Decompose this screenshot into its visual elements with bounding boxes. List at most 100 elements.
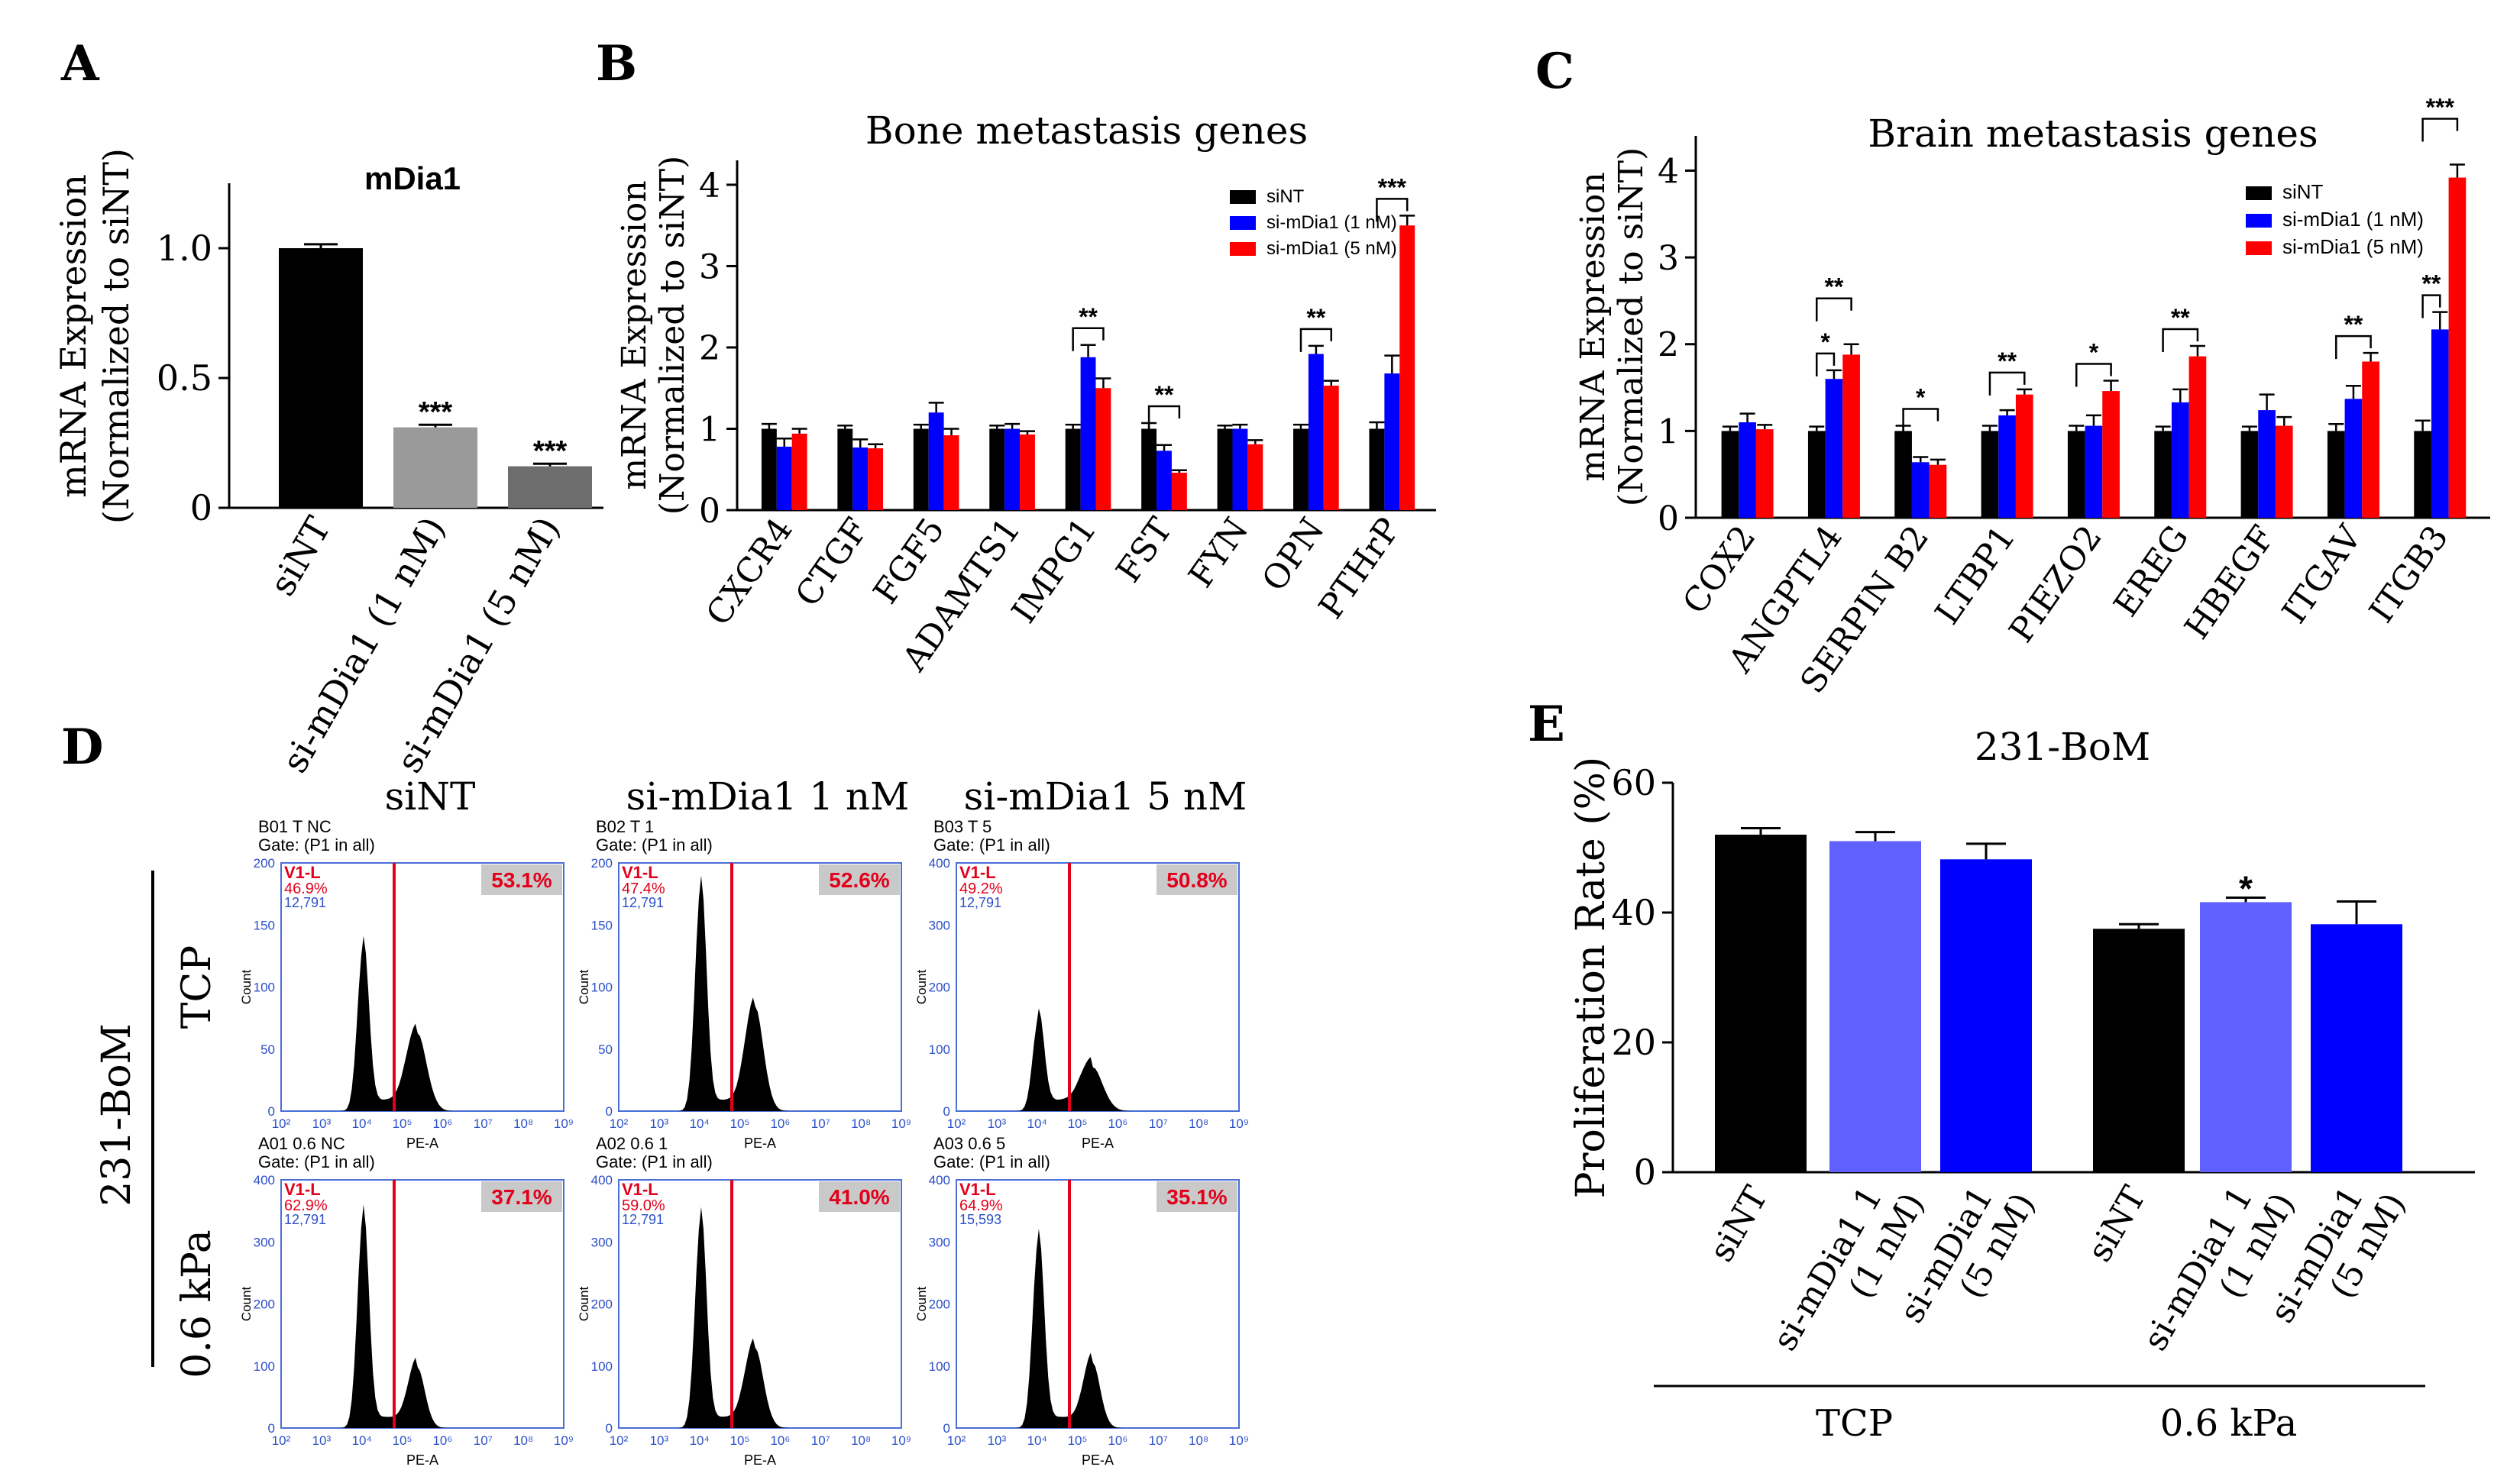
sample-name: A02 0.6 1 <box>596 1134 668 1153</box>
significance-bracket <box>2075 363 2112 387</box>
bar <box>989 428 1005 510</box>
legend-label: si-mDia1 (1 nM) <box>1266 212 1397 233</box>
legend-swatch <box>2246 214 2272 228</box>
y-tick-label: 20 <box>1611 1022 1656 1063</box>
y-tick-label: 200 <box>929 1297 950 1312</box>
x-tick-label: 10⁸ <box>851 1433 871 1448</box>
x-tick-label: ITGAV <box>2275 518 2370 631</box>
panel-b-chart: 0 1 2 3 4 Bone metastasis genes mRNA Expressio… <box>615 108 1436 679</box>
histogram <box>956 1008 1239 1111</box>
significance-bracket <box>1147 405 1181 430</box>
legend-swatch <box>1230 190 1256 204</box>
panel-a-chart: 0 0.5 1.0 mDia1 mRNA Expression (Normalized t… <box>53 148 603 780</box>
bar <box>1998 415 2016 518</box>
x-tick-label: 10² <box>610 1116 629 1131</box>
x-tick-label: 10⁶ <box>432 1433 452 1448</box>
legend-label: si-mDia1 (5 nM) <box>2282 235 2424 258</box>
x-tick-label: 10⁷ <box>1149 1433 1168 1448</box>
x-tick-label: 10³ <box>988 1433 1007 1448</box>
y-tick-label: 100 <box>929 1042 950 1057</box>
y-tick-label: 300 <box>591 1235 613 1249</box>
bar <box>1020 434 1035 510</box>
row-label: 0.6 kPa <box>174 1229 220 1378</box>
bar <box>2275 425 2293 518</box>
x-tick-label: 10³ <box>650 1433 669 1448</box>
x-tick-label: 10⁶ <box>770 1433 790 1448</box>
x-tick-label: EREG <box>2106 519 2196 624</box>
x-tick-label: siNT <box>2080 1180 2153 1268</box>
gate-text: Gate: (P1 in all) <box>933 835 1050 855</box>
bar <box>913 428 929 510</box>
y-tick-label: 400 <box>929 856 950 871</box>
bar <box>1825 379 1843 518</box>
y-tick-label: 400 <box>591 1173 613 1187</box>
y-axis-label: mRNA Expression <box>615 180 654 489</box>
legend-label: si-mDia1 (1 nM) <box>2282 208 2424 231</box>
x-tick-label: 10⁵ <box>1068 1433 1088 1448</box>
x-tick-label: 10⁵ <box>393 1433 412 1448</box>
bar <box>928 412 944 510</box>
y-tick-label: 1 <box>699 410 720 449</box>
left-percent: 47.4% <box>622 880 665 897</box>
bar-0 <box>1715 835 1807 1172</box>
legend-swatch <box>2246 241 2272 255</box>
bar <box>1911 462 1930 518</box>
y-tick-label: 0 <box>606 1421 613 1436</box>
significance-mark: ** <box>1079 303 1098 331</box>
right-percent: 41.0% <box>829 1185 889 1209</box>
y-tick-label: 400 <box>929 1173 950 1187</box>
y-tick-label: 2 <box>699 329 720 368</box>
right-percent-box <box>819 1181 900 1212</box>
bar <box>1842 354 1860 518</box>
x-tick-label: 10⁸ <box>513 1116 533 1131</box>
right-percent: 52.6% <box>829 868 889 892</box>
x-tick-label: 10⁴ <box>1027 1116 1047 1131</box>
x-axis-label: PE-A <box>1082 1452 1114 1468</box>
x-tick-label: OPN <box>1254 511 1332 599</box>
y-tick-label: 3 <box>699 247 720 286</box>
x-tick-label: 10⁵ <box>393 1116 412 1131</box>
y-tick-label: 0 <box>268 1421 275 1436</box>
y-tick-label: 1 <box>1658 412 1679 451</box>
y-tick-label: 0 <box>190 487 212 528</box>
y-tick-label: 300 <box>929 1235 950 1249</box>
gate-text: Gate: (P1 in all) <box>258 835 375 855</box>
event-count: 12,791 <box>284 1212 326 1227</box>
legend-swatch <box>1230 242 1256 256</box>
x-tick-label: 10³ <box>312 1433 332 1448</box>
chart-title: Bone metastasis genes <box>865 108 1308 153</box>
left-percent: 46.9% <box>284 880 328 897</box>
bar <box>791 433 807 510</box>
right-percent: 50.8% <box>1166 868 1227 892</box>
plot-frame <box>956 862 1240 1112</box>
bar <box>1369 428 1385 510</box>
bar <box>2362 361 2379 518</box>
y-tick-label: 60 <box>1611 762 1656 803</box>
y-axis-label: Count <box>239 1287 254 1322</box>
x-tick-label: 10⁷ <box>1149 1116 1168 1131</box>
x-tick-label: 10⁴ <box>690 1116 710 1131</box>
x-tick-label: 10⁷ <box>474 1116 493 1131</box>
x-tick-label: 10³ <box>988 1116 1007 1131</box>
legend-label: siNT <box>2282 180 2324 203</box>
x-tick-label: 10⁴ <box>1027 1433 1047 1448</box>
bar-0 <box>279 248 363 508</box>
x-tick-label: 10⁸ <box>1189 1433 1208 1448</box>
bar <box>2171 402 2189 518</box>
significance-bracket <box>1816 352 1836 376</box>
gate-name: V1-L <box>959 1180 996 1199</box>
x-tick-label: CTGF <box>788 511 877 614</box>
x-tick-label-line: siNT <box>1702 1180 1775 1268</box>
significance-mark: ** <box>2421 270 2441 298</box>
bar <box>2102 391 2120 518</box>
sample-name: A03 0.6 5 <box>933 1134 1005 1153</box>
y-tick-label: 2 <box>1658 326 1679 365</box>
bar <box>1755 429 1774 518</box>
chart-title: 231-BoM <box>1975 725 2150 769</box>
x-tick-label: PTHrP <box>1312 511 1409 625</box>
x-tick-label: 10⁶ <box>770 1116 790 1131</box>
x-axis-label: PE-A <box>744 1452 776 1468</box>
group-label: 0.6 kPa <box>2160 1402 2297 1445</box>
significance-mark: *** <box>533 435 568 467</box>
y-tick-label: 40 <box>1611 892 1656 933</box>
